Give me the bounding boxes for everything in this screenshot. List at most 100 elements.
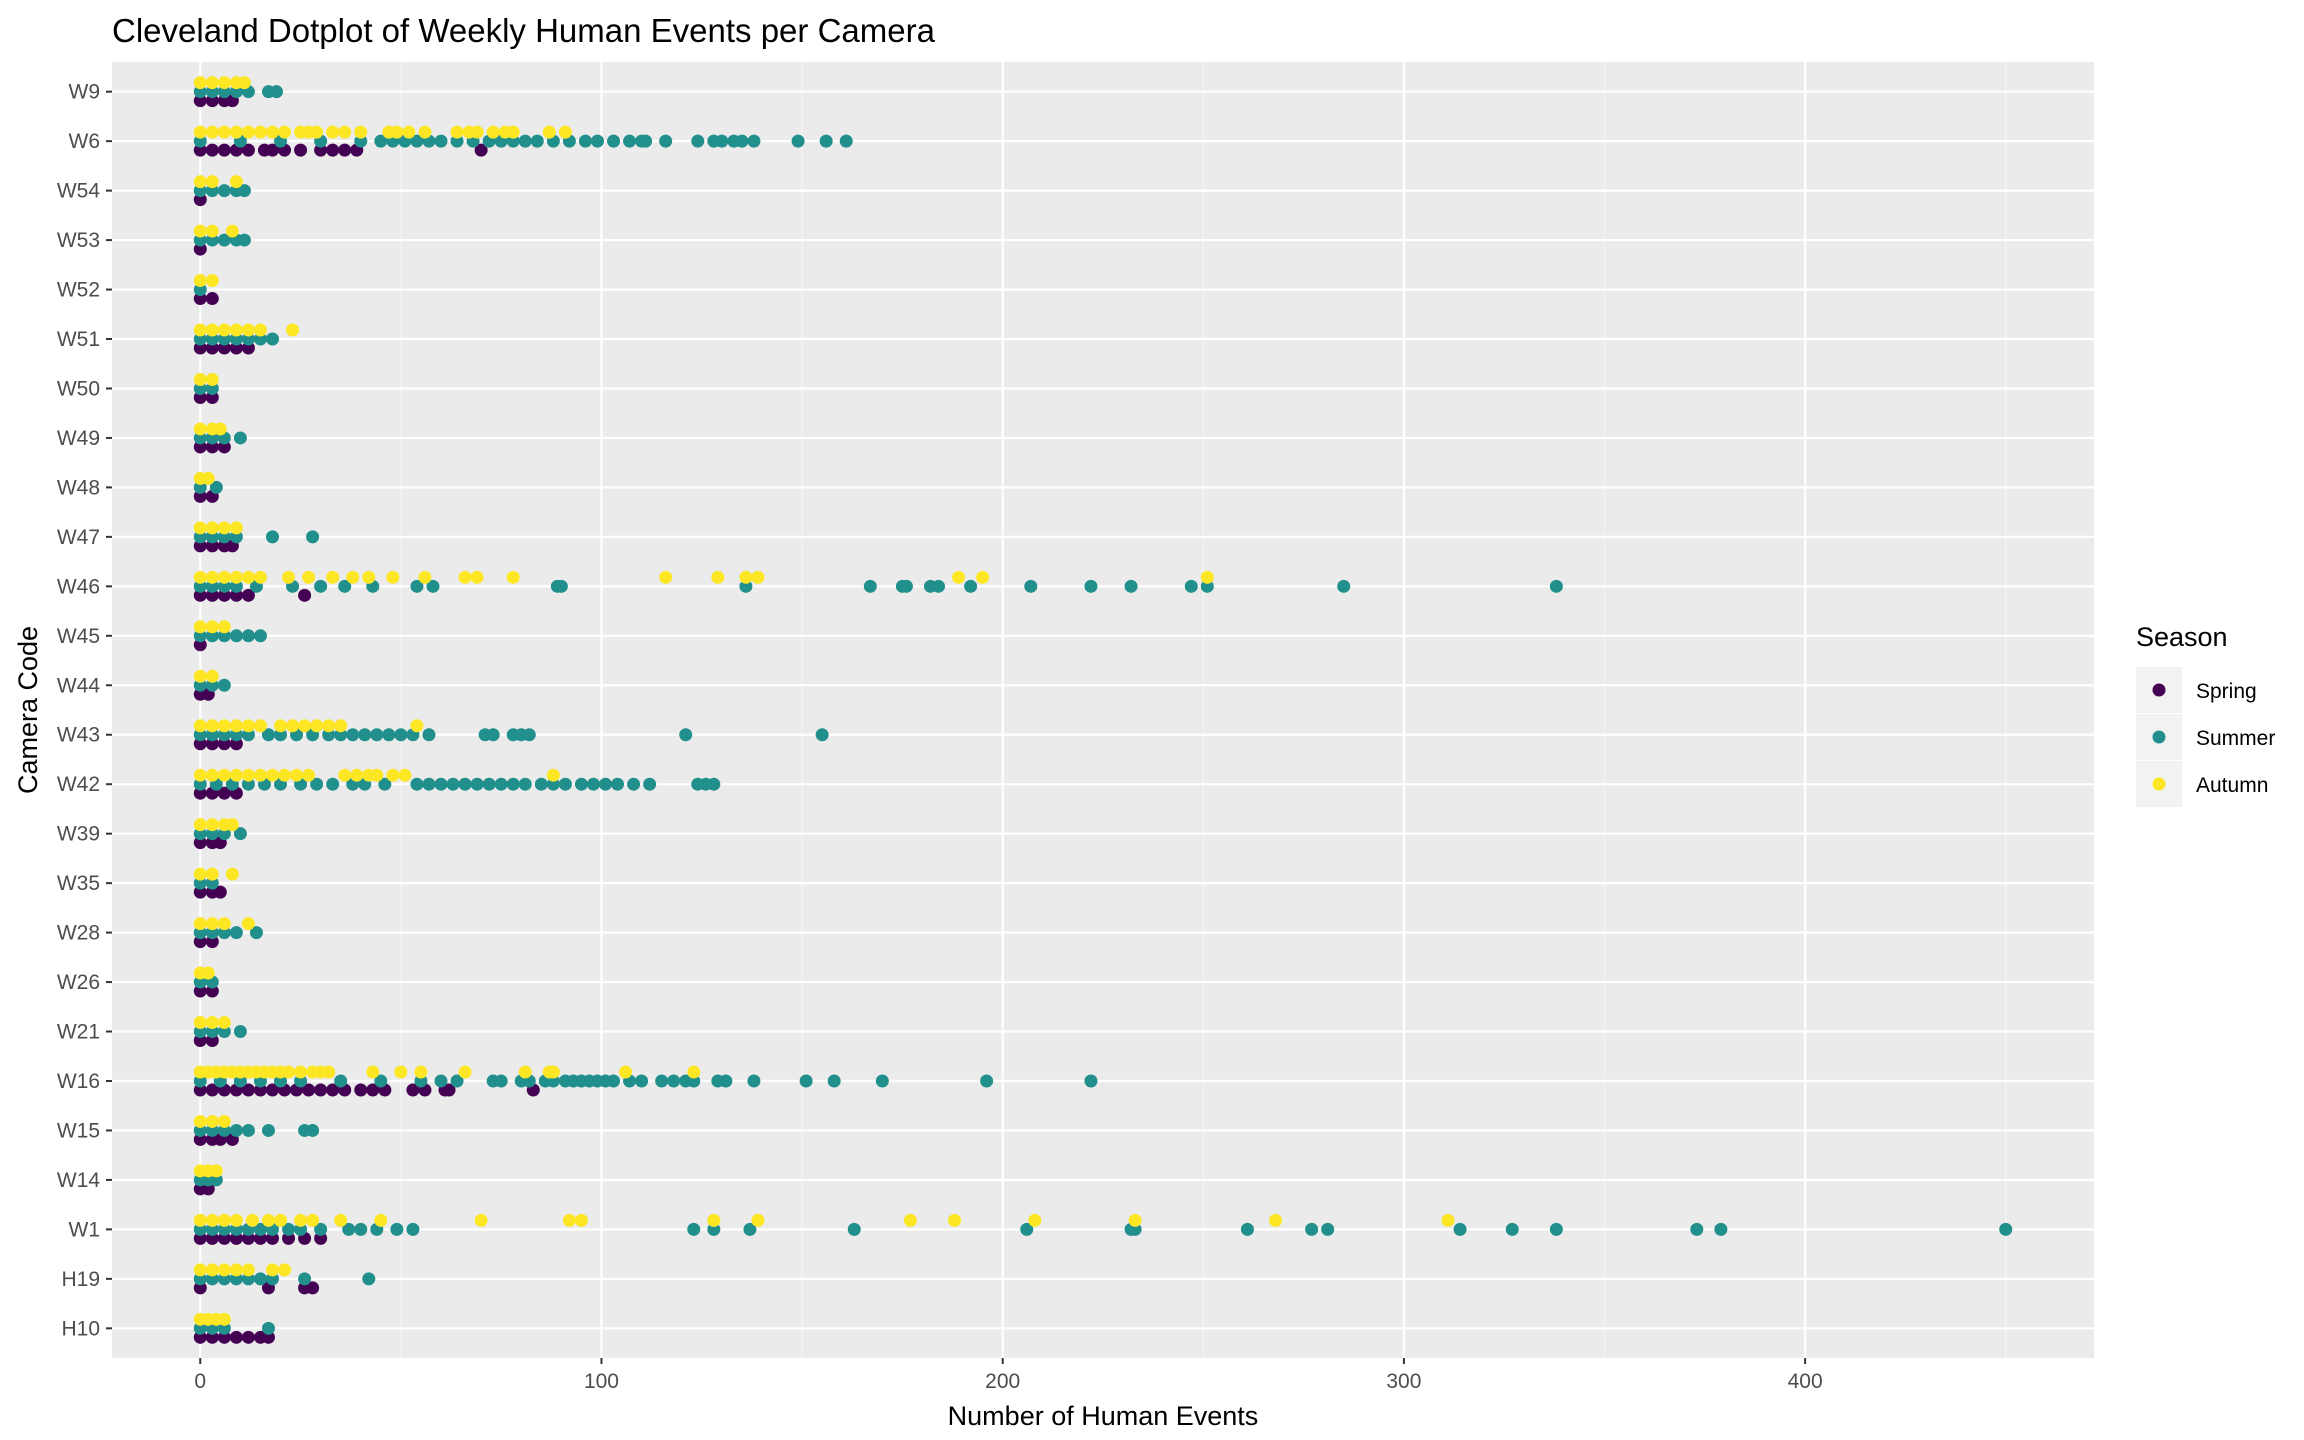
point-summer-w1 bbox=[1714, 1222, 1728, 1236]
point-summer-w46 bbox=[314, 579, 328, 593]
point-spring-w49 bbox=[193, 440, 207, 454]
point-summer-w46 bbox=[1337, 579, 1351, 593]
point-autumn-w47 bbox=[229, 521, 243, 535]
point-summer-h19 bbox=[253, 1272, 267, 1286]
point-summer-w15 bbox=[229, 1123, 243, 1137]
point-autumn-w6 bbox=[193, 125, 207, 139]
point-autumn-w6 bbox=[265, 125, 279, 139]
point-summer-w1 bbox=[687, 1222, 701, 1236]
y-tick-label-w16: W16 bbox=[57, 1070, 100, 1093]
point-autumn-w46 bbox=[976, 570, 990, 584]
point-summer-w49 bbox=[233, 431, 247, 445]
point-summer-w6 bbox=[434, 134, 448, 148]
point-summer-w1 bbox=[1240, 1222, 1254, 1236]
point-summer-w53 bbox=[237, 233, 251, 247]
point-summer-w35 bbox=[205, 876, 219, 890]
point-summer-h19 bbox=[362, 1272, 376, 1286]
point-summer-w28 bbox=[205, 926, 219, 940]
point-autumn-w42 bbox=[253, 768, 267, 782]
point-autumn-w1 bbox=[1128, 1213, 1142, 1227]
point-summer-w6 bbox=[518, 134, 532, 148]
point-autumn-w51 bbox=[241, 323, 255, 337]
point-autumn-w43 bbox=[241, 719, 255, 733]
point-autumn-w53 bbox=[205, 224, 219, 238]
point-spring-w1 bbox=[314, 1231, 328, 1245]
point-autumn-w42 bbox=[193, 768, 207, 782]
point-spring-w51 bbox=[229, 341, 243, 355]
point-summer-w46 bbox=[863, 579, 877, 593]
point-autumn-w6 bbox=[558, 125, 572, 139]
point-autumn-w52 bbox=[193, 274, 207, 288]
point-spring-w1 bbox=[193, 1231, 207, 1245]
point-summer-w28 bbox=[229, 926, 243, 940]
point-autumn-w6 bbox=[229, 125, 243, 139]
point-summer-w51 bbox=[253, 332, 267, 346]
point-autumn-w50 bbox=[193, 372, 207, 386]
point-spring-w26 bbox=[205, 984, 219, 998]
point-summer-w46 bbox=[899, 579, 913, 593]
y-axis-title: Camera Code bbox=[13, 626, 43, 794]
point-autumn-w46 bbox=[952, 570, 966, 584]
point-summer-w21 bbox=[193, 1025, 207, 1039]
point-summer-w14 bbox=[209, 1173, 223, 1187]
point-summer-h19 bbox=[193, 1272, 207, 1286]
plot-panel bbox=[112, 62, 2094, 1358]
y-tick-label-w48: W48 bbox=[57, 476, 100, 499]
point-spring-w35 bbox=[213, 885, 227, 899]
point-spring-w16 bbox=[314, 1083, 328, 1097]
point-summer-w47 bbox=[217, 530, 231, 544]
point-summer-w44 bbox=[217, 678, 231, 692]
point-summer-w42 bbox=[506, 777, 520, 791]
point-spring-w43 bbox=[229, 737, 243, 751]
point-autumn-w1 bbox=[574, 1213, 588, 1227]
point-summer-w6 bbox=[639, 134, 653, 148]
point-spring-w50 bbox=[193, 390, 207, 404]
point-autumn-w6 bbox=[390, 125, 404, 139]
point-autumn-w45 bbox=[205, 620, 219, 634]
point-autumn-w1 bbox=[707, 1213, 721, 1227]
point-spring-w51 bbox=[205, 341, 219, 355]
point-summer-w46 bbox=[1200, 579, 1214, 593]
point-summer-w43 bbox=[241, 728, 255, 742]
point-spring-w6 bbox=[326, 143, 340, 157]
point-autumn-w28 bbox=[193, 917, 207, 931]
point-summer-w42 bbox=[470, 777, 484, 791]
point-spring-w16 bbox=[302, 1083, 316, 1097]
point-summer-w6 bbox=[450, 134, 464, 148]
point-spring-h10 bbox=[217, 1330, 231, 1344]
point-spring-w6 bbox=[338, 143, 352, 157]
point-summer-w21 bbox=[205, 1025, 219, 1039]
point-autumn-w44 bbox=[193, 669, 207, 683]
point-summer-w1 bbox=[342, 1222, 356, 1236]
point-autumn-w43 bbox=[310, 719, 324, 733]
legend: Season Spring Summer Autumn bbox=[2136, 622, 2275, 807]
point-summer-w43 bbox=[229, 728, 243, 742]
point-summer-w54 bbox=[217, 184, 231, 198]
point-autumn-w28 bbox=[217, 917, 231, 931]
point-summer-w6 bbox=[839, 134, 853, 148]
legend-swatch-summer bbox=[2152, 730, 2166, 744]
point-spring-w28 bbox=[205, 935, 219, 949]
point-summer-w21 bbox=[233, 1025, 247, 1039]
point-spring-w46 bbox=[241, 588, 255, 602]
y-tick-label-w21: W21 bbox=[57, 1021, 100, 1044]
y-tick-label-w51: W51 bbox=[57, 328, 100, 351]
point-spring-h19 bbox=[193, 1281, 207, 1295]
point-summer-h10 bbox=[217, 1321, 231, 1335]
point-summer-w39 bbox=[217, 827, 231, 841]
point-autumn-w46 bbox=[302, 570, 316, 584]
point-summer-w28 bbox=[217, 926, 231, 940]
point-autumn-h19 bbox=[278, 1263, 292, 1277]
point-autumn-w52 bbox=[205, 274, 219, 288]
y-tick-label-w28: W28 bbox=[57, 922, 100, 945]
point-summer-w1 bbox=[205, 1222, 219, 1236]
point-summer-w1 bbox=[253, 1222, 267, 1236]
point-summer-w16 bbox=[434, 1074, 448, 1088]
point-summer-w28 bbox=[249, 926, 263, 940]
point-summer-w21 bbox=[217, 1025, 231, 1039]
point-summer-w1 bbox=[294, 1222, 308, 1236]
point-autumn-w46 bbox=[362, 570, 376, 584]
point-autumn-h19 bbox=[265, 1263, 279, 1277]
point-autumn-w47 bbox=[193, 521, 207, 535]
point-summer-w43 bbox=[358, 728, 372, 742]
